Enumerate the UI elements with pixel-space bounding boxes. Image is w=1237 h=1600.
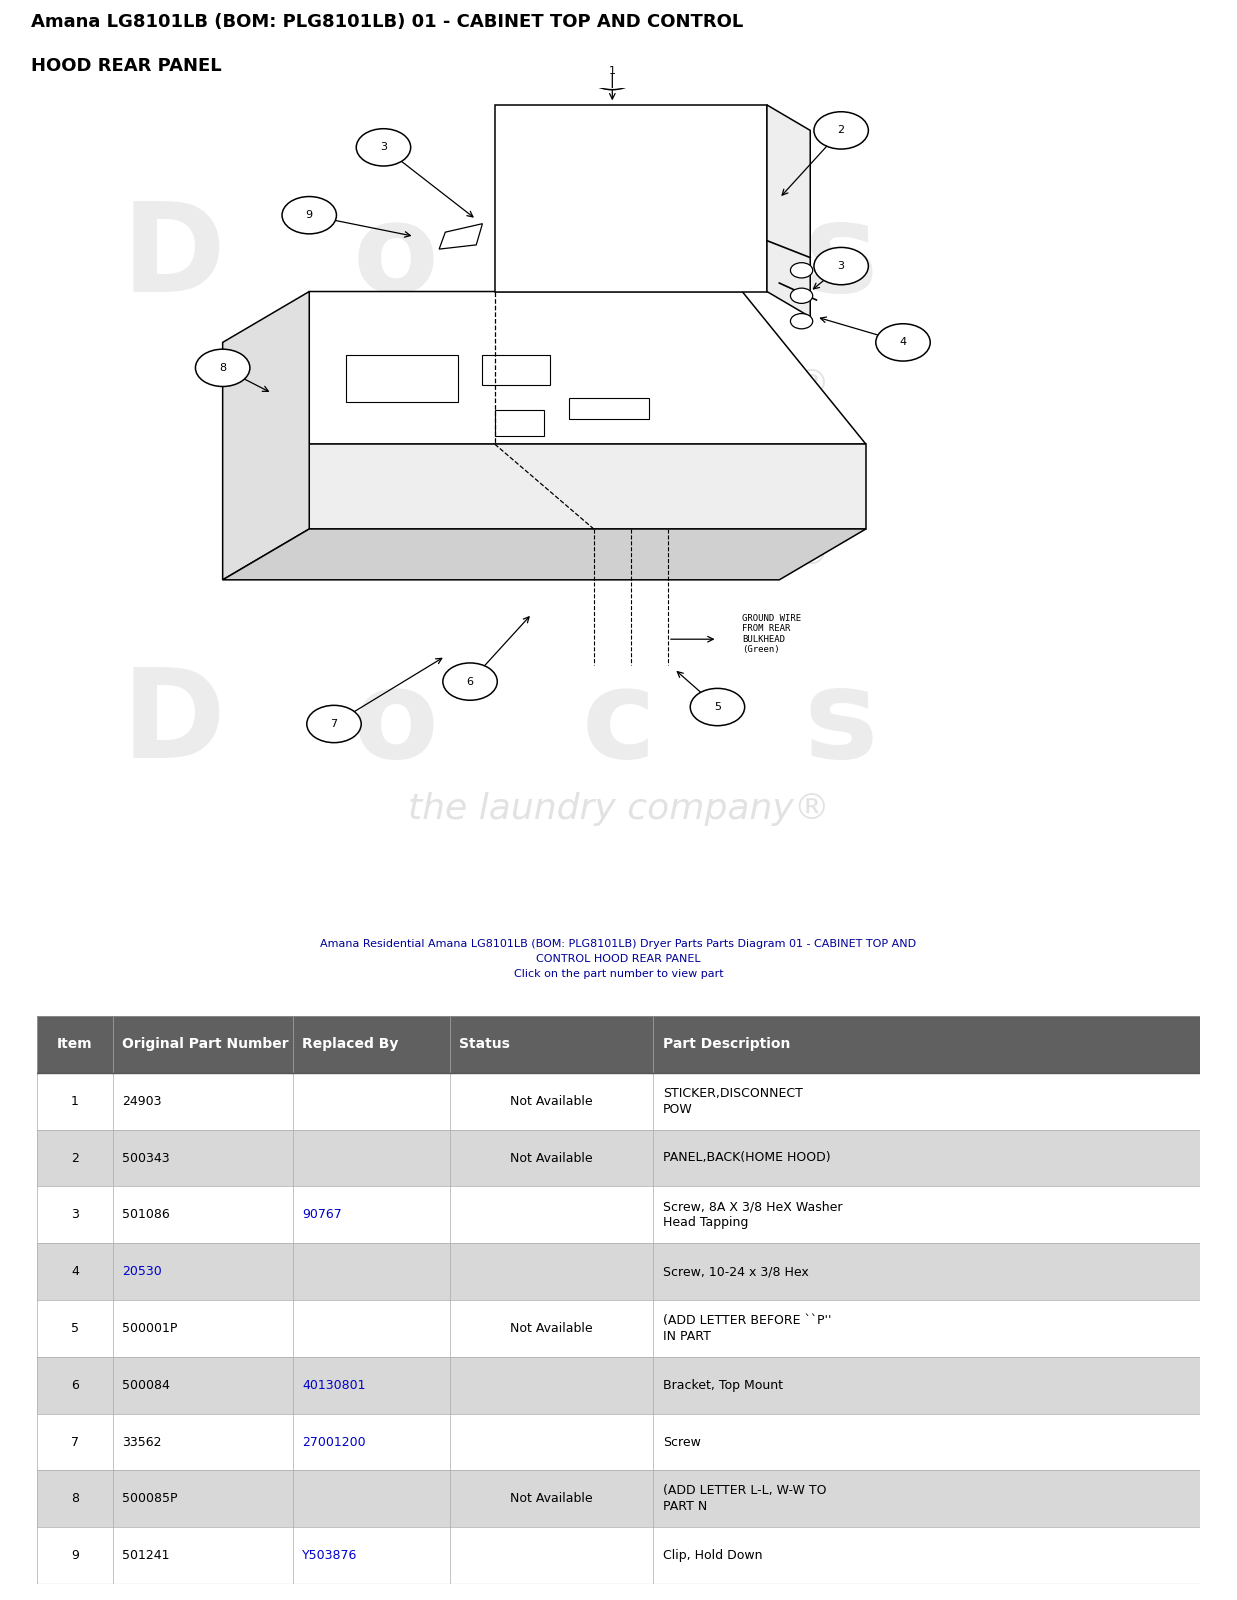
Text: 3: 3 [380, 142, 387, 152]
Text: D: D [121, 664, 225, 784]
Text: s: s [804, 197, 878, 318]
Text: 8: 8 [219, 363, 226, 373]
Bar [37, 1243, 1200, 1299]
Text: the laundry company®: the laundry company® [407, 368, 830, 402]
Text: Not Available: Not Available [511, 1322, 593, 1334]
Circle shape [282, 197, 336, 234]
Text: 5: 5 [71, 1322, 79, 1334]
Text: 33562: 33562 [122, 1435, 162, 1448]
Circle shape [790, 262, 813, 278]
Circle shape [814, 112, 868, 149]
Text: (ADD LETTER L-L, W-W TO
PART N: (ADD LETTER L-L, W-W TO PART N [663, 1485, 826, 1514]
Circle shape [195, 349, 250, 387]
Text: 3: 3 [71, 1208, 79, 1221]
Bar [37, 1130, 1200, 1187]
Circle shape [690, 688, 745, 726]
Text: 4: 4 [71, 1266, 79, 1278]
Text: Replaced By: Replaced By [302, 1037, 398, 1051]
Text: 7: 7 [71, 1435, 79, 1448]
Polygon shape [309, 445, 866, 530]
Text: 501086: 501086 [122, 1208, 169, 1221]
Text: 500085P: 500085P [122, 1493, 177, 1506]
Bar [346, 355, 458, 402]
Text: Amana LG8101LB (BOM: PLG8101LB) 01 - CABINET TOP AND CONTROL: Amana LG8101LB (BOM: PLG8101LB) 01 - CAB… [31, 13, 743, 30]
Circle shape [307, 706, 361, 742]
Text: s: s [804, 664, 878, 784]
Text: 90767: 90767 [302, 1208, 341, 1221]
Text: 500001P: 500001P [122, 1322, 177, 1334]
Polygon shape [223, 291, 309, 579]
Text: 6: 6 [466, 677, 474, 686]
Text: PANEL,BACK(HOME HOOD): PANEL,BACK(HOME HOOD) [663, 1152, 830, 1165]
Text: 1: 1 [609, 66, 616, 77]
Text: 1: 1 [71, 1094, 79, 1107]
Text: o: o [353, 664, 439, 784]
Text: Not Available: Not Available [511, 1094, 593, 1107]
Text: Item: Item [57, 1037, 93, 1051]
Text: STICKER,DISCONNECT
POW: STICKER,DISCONNECT POW [663, 1086, 803, 1115]
Text: 500343: 500343 [122, 1152, 169, 1165]
Circle shape [585, 53, 640, 90]
Bar [37, 1016, 1200, 1072]
Text: 24903: 24903 [122, 1094, 162, 1107]
Bar [37, 1299, 1200, 1357]
Circle shape [790, 288, 813, 304]
Text: Clip, Hold Down: Clip, Hold Down [663, 1549, 762, 1562]
Bar [37, 1357, 1200, 1414]
Text: Status: Status [459, 1037, 510, 1051]
Text: Screw: Screw [663, 1435, 700, 1448]
Text: Y503876: Y503876 [302, 1549, 357, 1562]
Polygon shape [767, 106, 810, 317]
Text: Screw, 8A X 3/8 HeX Washer
Head Tapping: Screw, 8A X 3/8 HeX Washer Head Tapping [663, 1200, 842, 1229]
Text: 20530: 20530 [122, 1266, 162, 1278]
Text: 40130801: 40130801 [302, 1379, 366, 1392]
Text: (ADD LETTER BEFORE ``P''
IN PART: (ADD LETTER BEFORE ``P'' IN PART [663, 1314, 831, 1342]
Text: Not Available: Not Available [511, 1493, 593, 1506]
Text: Part Description: Part Description [663, 1037, 790, 1051]
Circle shape [790, 314, 813, 330]
Text: 9: 9 [306, 210, 313, 221]
Text: c: c [581, 664, 656, 784]
Polygon shape [309, 291, 866, 445]
Text: 3: 3 [837, 261, 845, 270]
Text: the laundry company®: the laundry company® [407, 792, 830, 826]
Circle shape [356, 128, 411, 166]
Bar [495, 410, 544, 435]
Text: 7: 7 [330, 718, 338, 730]
Text: 27001200: 27001200 [302, 1435, 366, 1448]
Bar [37, 1470, 1200, 1526]
Text: the laundry company®: the laundry company® [407, 538, 830, 571]
Bar [482, 355, 550, 384]
Text: D: D [121, 197, 225, 318]
Text: 5: 5 [714, 702, 721, 712]
Bar [569, 397, 649, 419]
Text: GROUND WIRE
FROM REAR
BULKHEAD
(Green): GROUND WIRE FROM REAR BULKHEAD (Green) [742, 614, 802, 654]
Text: 6: 6 [71, 1379, 79, 1392]
Text: o: o [353, 197, 439, 318]
Polygon shape [495, 106, 767, 291]
Text: Original Part Number: Original Part Number [122, 1037, 288, 1051]
Text: Bracket, Top Mount: Bracket, Top Mount [663, 1379, 783, 1392]
Text: 501241: 501241 [122, 1549, 169, 1562]
Bar [37, 1414, 1200, 1470]
Circle shape [443, 662, 497, 701]
Circle shape [814, 248, 868, 285]
Text: 8: 8 [71, 1493, 79, 1506]
Text: Amana Residential Amana LG8101LB (BOM: PLG8101LB) Dryer Parts Parts Diagram 01 -: Amana Residential Amana LG8101LB (BOM: P… [320, 939, 917, 979]
Text: Not Available: Not Available [511, 1152, 593, 1165]
Bar [37, 1072, 1200, 1130]
Text: 2: 2 [71, 1152, 79, 1165]
Text: HOOD REAR PANEL: HOOD REAR PANEL [31, 58, 221, 75]
Text: 2: 2 [837, 125, 845, 136]
Polygon shape [223, 530, 866, 579]
Circle shape [876, 323, 930, 362]
Polygon shape [439, 224, 482, 250]
Text: 500084: 500084 [122, 1379, 169, 1392]
Bar [37, 1187, 1200, 1243]
Text: 4: 4 [899, 338, 907, 347]
Bar [37, 1526, 1200, 1584]
Text: c: c [581, 197, 656, 318]
Text: 9: 9 [71, 1549, 79, 1562]
Text: Screw, 10-24 x 3/8 Hex: Screw, 10-24 x 3/8 Hex [663, 1266, 809, 1278]
